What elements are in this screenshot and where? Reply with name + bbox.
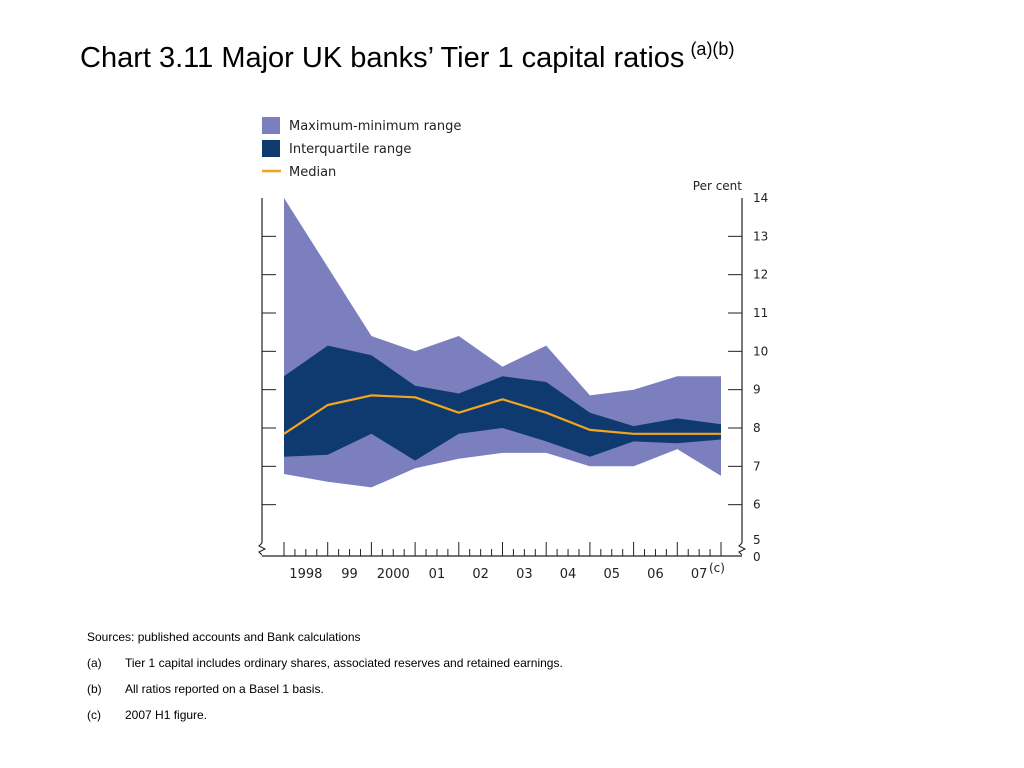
x-tick-label: 07 — [691, 567, 708, 582]
y-tick-label: 5 — [753, 533, 761, 547]
y-tick-label: 13 — [753, 229, 768, 243]
y-tick-label: 9 — [753, 383, 761, 397]
chart: Maximum-minimum range Interquartile rang… — [258, 117, 768, 582]
legend-swatch-max-min — [262, 117, 280, 134]
footnote-text: Tier 1 capital includes ordinary shares,… — [125, 656, 563, 670]
x-tick-label: 06 — [647, 567, 664, 582]
y-axis-unit: Per cent — [693, 179, 743, 193]
chart-title-text: Chart 3.11 Major UK banks’ Tier 1 capita… — [80, 42, 685, 74]
legend-swatch-interquartile — [262, 140, 280, 157]
footnote-mark: (b) — [87, 682, 102, 696]
x-tick-label: 99 — [341, 567, 358, 582]
footnote-b: (b) All ratios reported on a Basel 1 bas… — [87, 676, 361, 702]
chart-notes: Sources: published accounts and Bank cal… — [87, 624, 563, 728]
x-tick-label: 04 — [560, 567, 577, 582]
y-tick-label: 12 — [753, 268, 768, 282]
footnote-a: (a) Tier 1 capital includes ordinary sha… — [87, 650, 563, 676]
legend-label-median: Median — [289, 165, 336, 180]
footnote-c: (c) 2007 H1 figure. — [87, 702, 361, 728]
sources-note: Sources: published accounts and Bank cal… — [87, 624, 361, 650]
footnote-mark: (a) — [87, 656, 102, 670]
y-tick-label: 11 — [753, 306, 768, 320]
left-axis-break — [258, 542, 267, 556]
median-line — [283, 394, 721, 435]
y-tick-label: 0 — [753, 550, 761, 564]
x-tick-label: 2000 — [377, 567, 410, 582]
y-tick-label: 8 — [753, 421, 761, 435]
x-tick-label: 01 — [429, 567, 446, 582]
legend-label-interquartile: Interquartile range — [289, 142, 411, 157]
x-tick-label: 05 — [603, 567, 620, 582]
chart-title: Chart 3.11 Major UK banks’ Tier 1 capita… — [80, 40, 734, 74]
y-tick-label: 10 — [753, 344, 768, 358]
right-axis-break — [738, 542, 747, 556]
legend-label-max-min: Maximum-minimum range — [289, 119, 461, 134]
x-tick-note: (c) — [709, 561, 725, 575]
y-tick-label: 6 — [753, 498, 761, 512]
sources-text: Sources: published accounts and Bank cal… — [87, 630, 361, 644]
plot-area — [258, 198, 747, 557]
chart-title-superscript: (a)(b) — [690, 39, 735, 59]
footnote-mark: (c) — [87, 708, 101, 722]
y-tick-label: 14 — [753, 191, 768, 205]
footnote-text: 2007 H1 figure. — [125, 708, 208, 722]
chart-legend: Maximum-minimum range Interquartile rang… — [262, 117, 461, 180]
footnote-text: All ratios reported on a Basel 1 basis. — [125, 682, 324, 696]
y-tick-label: 7 — [753, 459, 761, 473]
x-tick-label: 02 — [472, 567, 489, 582]
x-tick-label: 03 — [516, 567, 533, 582]
x-tick-label: 1998 — [289, 567, 322, 582]
